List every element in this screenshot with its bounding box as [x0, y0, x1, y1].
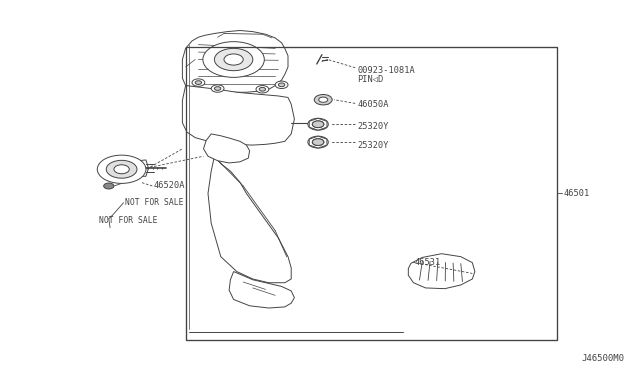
Circle shape — [203, 42, 264, 77]
Text: NOT FOR SALE: NOT FOR SALE — [125, 198, 183, 207]
Circle shape — [224, 54, 243, 65]
Polygon shape — [229, 272, 294, 308]
Circle shape — [256, 86, 269, 93]
Circle shape — [312, 139, 324, 145]
Circle shape — [308, 136, 328, 148]
Bar — [186, 46, 557, 340]
Text: NOT FOR SALE: NOT FOR SALE — [99, 216, 157, 225]
Circle shape — [314, 94, 332, 105]
Text: 46501: 46501 — [563, 189, 589, 198]
Polygon shape — [208, 156, 291, 283]
Text: J46500M0: J46500M0 — [581, 354, 624, 363]
Polygon shape — [309, 136, 327, 148]
Circle shape — [278, 83, 285, 87]
Circle shape — [214, 48, 253, 71]
Polygon shape — [182, 86, 294, 145]
Circle shape — [195, 81, 202, 84]
Polygon shape — [204, 134, 250, 163]
Circle shape — [106, 160, 137, 178]
Circle shape — [211, 85, 224, 92]
Circle shape — [259, 87, 266, 91]
Text: 46520A: 46520A — [154, 182, 185, 190]
Circle shape — [312, 121, 324, 128]
Circle shape — [308, 118, 328, 130]
Bar — [186, 46, 557, 340]
Text: 25320Y: 25320Y — [357, 122, 388, 131]
Circle shape — [97, 155, 146, 183]
Text: 46050A: 46050A — [357, 100, 388, 109]
Text: 25320Y: 25320Y — [357, 141, 388, 150]
Circle shape — [275, 81, 288, 89]
Circle shape — [104, 183, 114, 189]
Text: PIN◁D: PIN◁D — [357, 74, 383, 83]
Polygon shape — [309, 118, 327, 130]
Text: 00923-1081A: 00923-1081A — [357, 66, 415, 75]
Polygon shape — [182, 31, 288, 92]
Circle shape — [319, 97, 328, 102]
Polygon shape — [112, 160, 148, 176]
Circle shape — [192, 79, 205, 86]
Polygon shape — [408, 254, 475, 289]
Circle shape — [312, 139, 324, 145]
Circle shape — [114, 165, 129, 174]
Circle shape — [214, 87, 221, 90]
Text: 46531: 46531 — [415, 258, 441, 267]
Circle shape — [312, 121, 324, 128]
